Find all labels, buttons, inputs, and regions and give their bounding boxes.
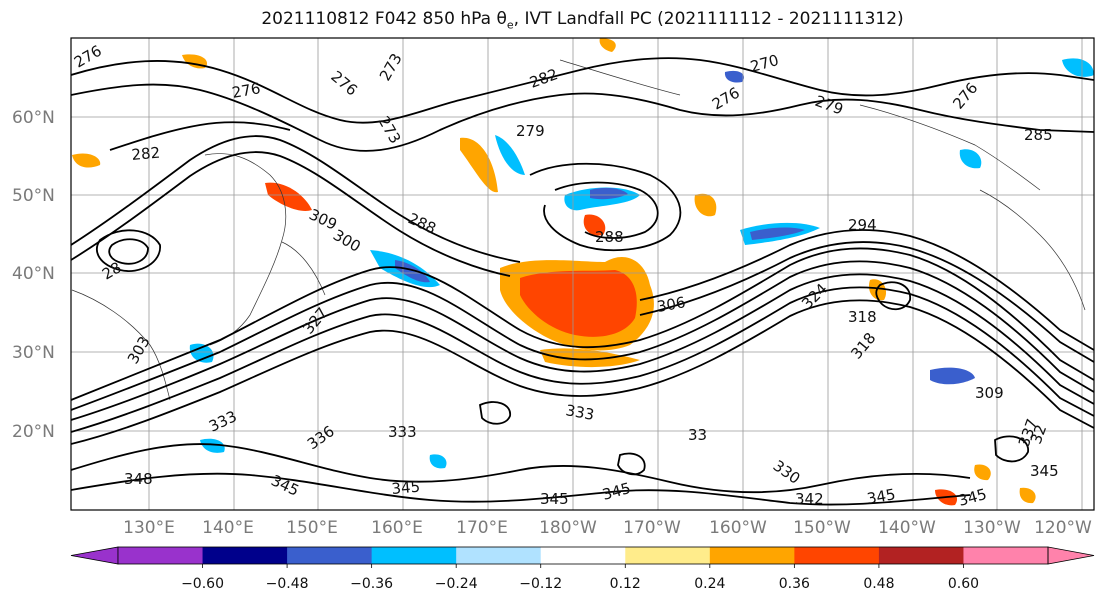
contour-label: 345 (540, 490, 569, 508)
colorbar-segment (371, 547, 457, 564)
positive-anomaly-core (520, 270, 637, 337)
theta-e-contours (71, 57, 1094, 506)
contour-label: 306 (656, 293, 687, 316)
contour-label: 32 (1027, 422, 1050, 446)
negative-anomaly-region (1062, 58, 1094, 77)
figure-title: 2021110812 F042 850 hPa θe, IVT Landfall… (261, 9, 904, 32)
negative-anomaly-core (395, 260, 430, 283)
colorbar-segment (540, 547, 626, 564)
colorbar-tick-label: −0.12 (519, 576, 562, 592)
lon-label-150w: 150°W (793, 518, 851, 538)
colorbar-tick-label: −0.24 (435, 576, 478, 592)
lon-label-180w: 180°W (539, 518, 597, 538)
negative-anomaly-region (724, 70, 745, 83)
contour-label: 279 (516, 122, 545, 140)
colorbar-segment (287, 547, 373, 564)
colorbar-segment (794, 547, 880, 564)
colorbar-segment (456, 547, 542, 564)
contour-label: 333 (564, 401, 595, 424)
colorbar-tick-label: 0.60 (948, 576, 979, 592)
colorbar-segment (202, 547, 288, 564)
map-frame (70, 37, 1095, 511)
positive-anomaly-patch (583, 214, 606, 236)
colorbar-segment (963, 547, 1049, 564)
lat-label-30n: 30°N (12, 343, 55, 363)
colorbar-segment (709, 547, 795, 564)
colorbar-outline (117, 546, 1049, 565)
contour-label: 294 (848, 216, 877, 234)
contour-label: 285 (1024, 126, 1053, 144)
colorbar-ticks: −0.60 −0.48 −0.36 −0.24 −0.12 0.12 0.24 … (181, 576, 979, 592)
negative-anomaly-region (200, 438, 225, 453)
colorbar-tick-label: −0.48 (266, 576, 309, 592)
contour-label: 345 (1030, 462, 1059, 480)
lon-label-160e: 160°E (371, 518, 423, 538)
negative-anomaly-core (750, 227, 805, 240)
negative-anomaly-region (189, 343, 214, 363)
positive-anomaly-patch (460, 137, 498, 193)
colorbar-tick-label: −0.36 (350, 576, 393, 592)
contour-label: 282 (131, 144, 161, 164)
negative-anomaly-region (429, 454, 447, 469)
contour-label: 345 (391, 478, 421, 498)
negative-anomaly-region (495, 135, 525, 175)
lon-label-170w: 170°W (623, 518, 681, 538)
colorbar-segment (878, 547, 964, 564)
contour-label: 333 (388, 423, 417, 441)
colorbar-tick-label: 0.48 (863, 576, 894, 592)
contour-label: 342 (795, 490, 824, 508)
contour-label: 345 (866, 485, 897, 508)
positive-anomaly-patch (265, 182, 312, 211)
contour-label: 309 (975, 384, 1004, 402)
contour-label: 276 (231, 79, 262, 102)
lon-label-140e: 140°E (202, 518, 254, 538)
positive-anomaly-edge (540, 348, 640, 368)
lon-label-130e: 130°E (123, 518, 175, 538)
lon-label-150e: 150°E (286, 518, 338, 538)
colorbar-tick-label: −0.60 (181, 576, 224, 592)
lat-label-50n: 50°N (12, 186, 55, 206)
negative-anomaly-core (590, 187, 628, 200)
colorbar (70, 546, 1095, 568)
lat-label-60n: 60°N (12, 108, 55, 128)
colorbar-extend-max (1047, 546, 1095, 565)
shading-layer (72, 38, 1094, 506)
contour-label: 348 (124, 470, 153, 488)
positive-anomaly-patch (694, 193, 717, 217)
colorbar-tick-label: 0.12 (610, 576, 641, 592)
contour-label: 288 (595, 228, 624, 246)
lat-label-40n: 40°N (12, 264, 55, 284)
contour-label: 33 (688, 426, 707, 444)
lon-label-160w: 160°W (709, 518, 767, 538)
coastlines (71, 59, 1086, 401)
positive-anomaly-patch (599, 38, 616, 52)
positive-anomaly-patch (72, 153, 101, 168)
contour-label: 318 (848, 308, 877, 326)
latitude-labels: 60°N 50°N 40°N 30°N 20°N (12, 108, 55, 442)
positive-anomaly-patch (974, 464, 991, 481)
longitude-labels: 130°E 140°E 150°E 160°E 170°E 180°W 170°… (123, 518, 1092, 538)
lon-label-140w: 140°W (878, 518, 936, 538)
positive-anomaly-patch (1019, 487, 1036, 504)
lon-label-130w: 130°W (963, 518, 1021, 538)
colorbar-segment (118, 547, 204, 564)
lon-label-120w: 120°W (1034, 518, 1092, 538)
negative-anomaly-region (930, 367, 975, 385)
lon-label-170e: 170°E (456, 518, 508, 538)
negative-anomaly-region (959, 149, 982, 169)
lat-label-20n: 20°N (12, 422, 55, 442)
colorbar-tick-label: 0.36 (779, 576, 810, 592)
colorbar-extend-min (70, 546, 119, 565)
colorbar-tick-label: 0.24 (694, 576, 725, 592)
colorbar-segment (625, 547, 711, 564)
